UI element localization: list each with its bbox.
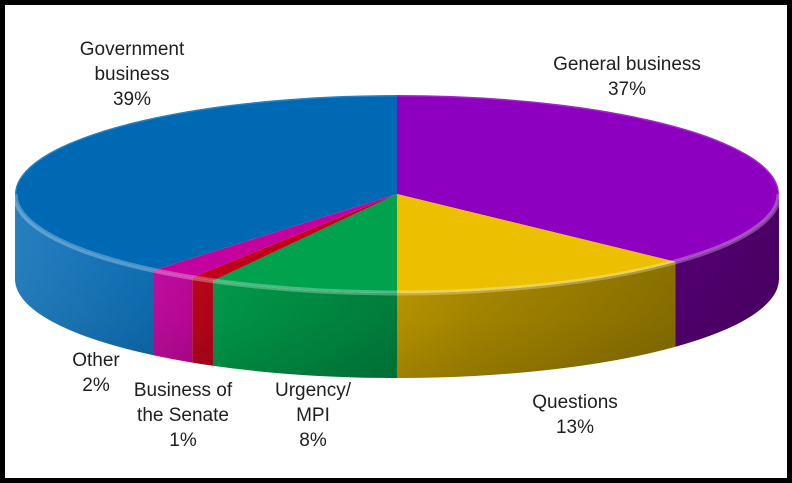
pie-side-shade (153, 270, 193, 363)
pie-side-shade (675, 194, 779, 347)
pie-side-shade (212, 280, 397, 378)
slice-label-line: Questions (532, 392, 618, 413)
slice-label-pct: 1% (169, 430, 197, 451)
pie-side-shade (15, 194, 154, 356)
pie-sides (15, 194, 779, 378)
pie-front-rim-highlight (12, 193, 782, 296)
slice-label-line: Urgency/ (274, 380, 352, 401)
pie-slice-questions (397, 194, 676, 293)
pie-side-shade (192, 277, 213, 366)
slice-label-other: Other 2% (72, 348, 120, 398)
pie-side-shade (397, 261, 676, 378)
slice-label-general-business: General business 37% (553, 52, 701, 102)
slice-label-pct: 37% (607, 79, 647, 100)
slice-label-urgency-mpi: Urgency/ MPI 8% (275, 378, 351, 453)
pie-slice-general-business (397, 95, 779, 262)
slice-label-line: MPI (296, 405, 330, 426)
slice-label-line: business (94, 64, 170, 85)
pie-tops (15, 95, 779, 293)
pie-slice-business-of-the-senate (192, 194, 397, 281)
slice-label-pct: 2% (82, 375, 110, 396)
pie-back-rim-highlight (13, 93, 781, 195)
slice-label-line: the Senate (137, 405, 229, 426)
pie-slice-urgency-mpi (212, 194, 397, 293)
slice-label-line: Other (72, 350, 120, 371)
slice-label-pct: 39% (112, 89, 152, 110)
slice-label-government-business: Government business 39% (80, 37, 185, 112)
slice-label-line: Government (79, 39, 185, 60)
slice-label-line: Business of (133, 380, 233, 401)
slice-label-questions: Questions 13% (532, 390, 618, 440)
slice-label-pct: 8% (299, 430, 327, 451)
slice-label-business-of-the-senate: Business of the Senate 1% (134, 378, 232, 453)
slice-label-pct: 13% (555, 417, 595, 438)
pie-chart-3d (12, 93, 782, 378)
slice-label-line: General business (553, 54, 701, 75)
pie-slice-other (153, 194, 397, 278)
pie-slice-government-business (15, 95, 398, 271)
